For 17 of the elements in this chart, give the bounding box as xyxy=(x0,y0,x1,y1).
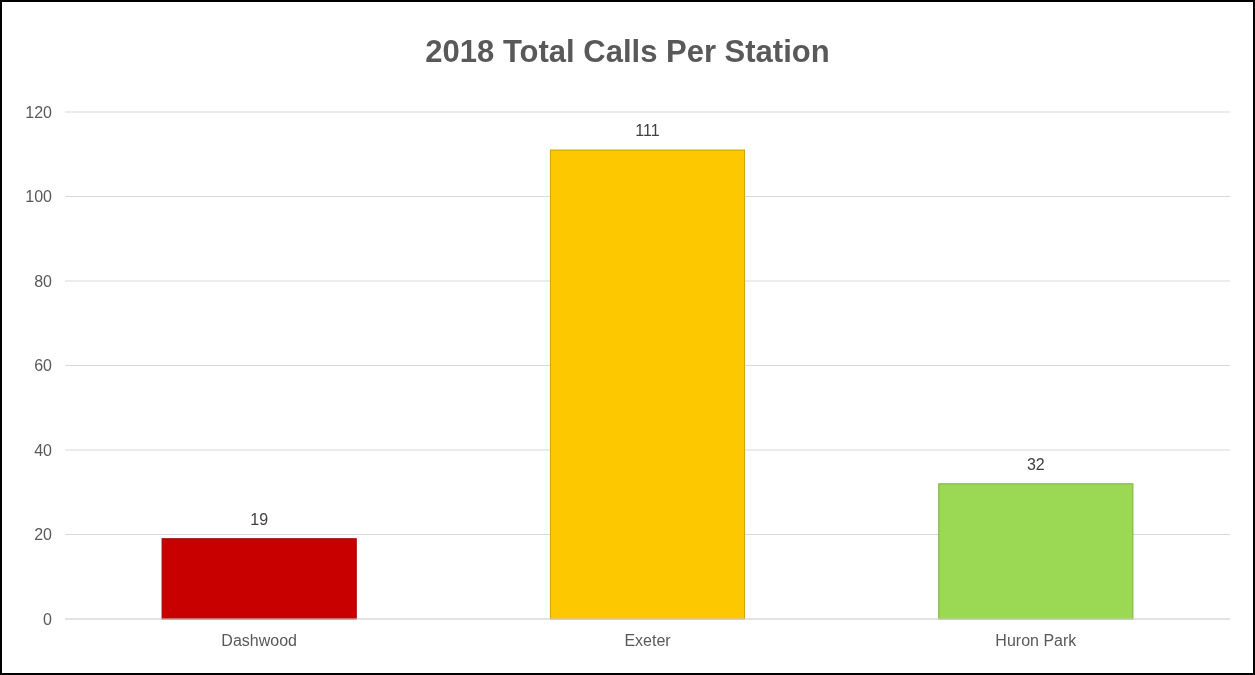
y-tick-label: 60 xyxy=(34,357,53,375)
data-label: 32 xyxy=(1026,455,1045,473)
y-tick-label: 80 xyxy=(34,272,53,290)
x-tick-label: Dashwood xyxy=(221,632,297,649)
y-tick-label: 100 xyxy=(25,188,53,206)
data-label: 111 xyxy=(635,122,660,140)
x-tick-label: Huron Park xyxy=(995,632,1078,649)
bar xyxy=(549,149,746,620)
y-tick-label: 20 xyxy=(34,526,53,544)
x-tick-label: Exeter xyxy=(624,632,672,649)
data-label: 19 xyxy=(250,510,269,528)
chart-title: 2018 Total Calls Per Station xyxy=(425,34,830,69)
bar xyxy=(938,483,1134,620)
y-tick-label: 0 xyxy=(43,610,53,628)
bar xyxy=(161,538,357,620)
y-tick-label: 120 xyxy=(25,103,53,121)
y-tick-label: 40 xyxy=(34,441,53,459)
